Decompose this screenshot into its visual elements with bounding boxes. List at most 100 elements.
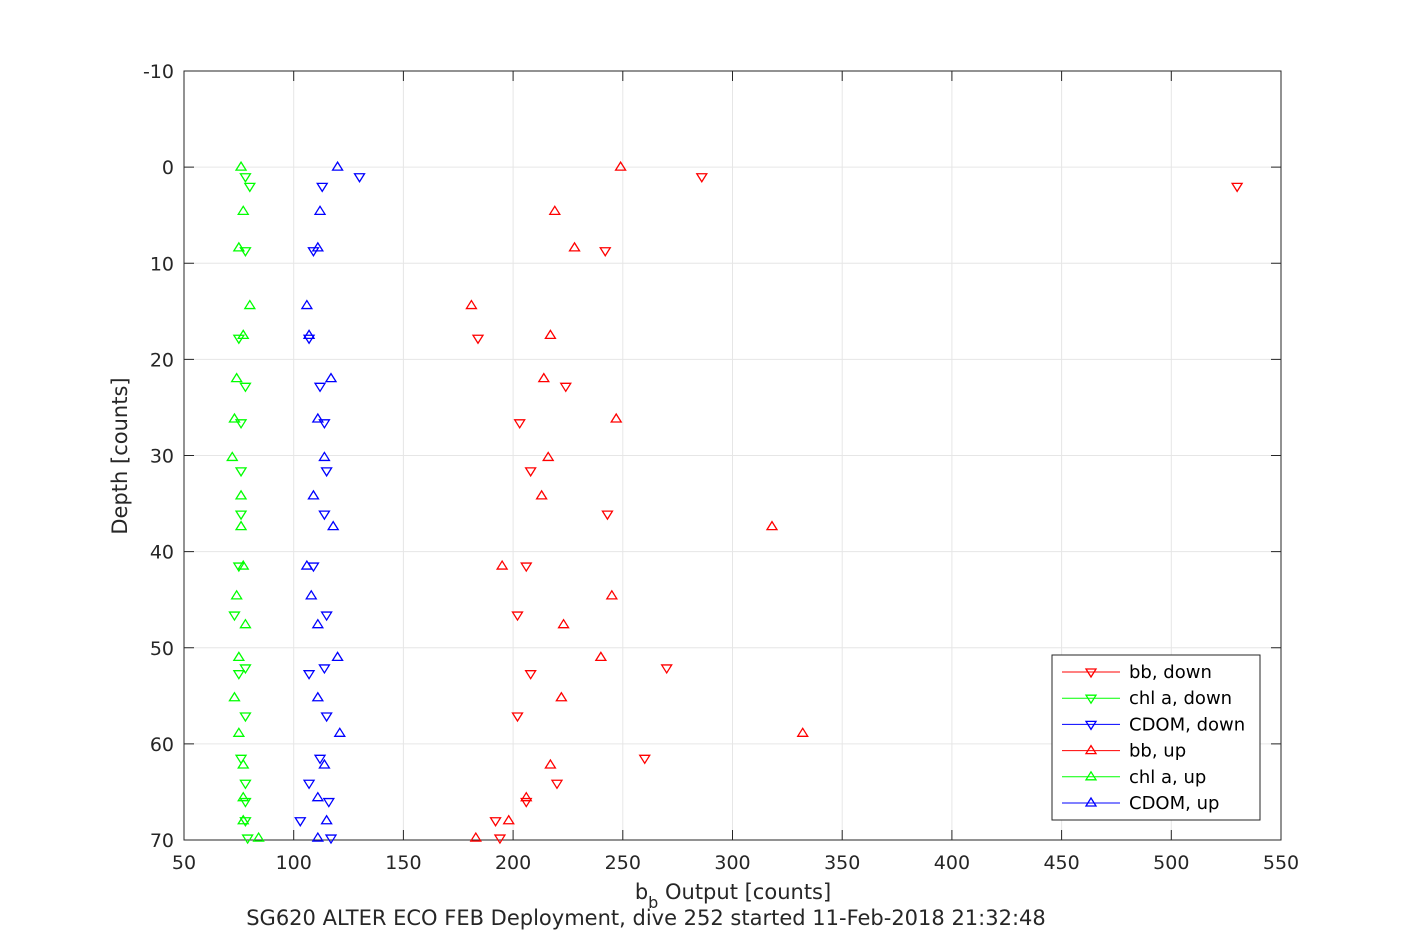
data-point: [234, 510, 248, 521]
data-point: [1230, 182, 1244, 193]
data-point: [234, 419, 248, 430]
legend-entry: CDOM, down: [1129, 714, 1245, 735]
legend-marker: [1084, 668, 1098, 679]
data-point: [305, 589, 318, 600]
x-tick-labels: 50 100 150 200 250 300 350 400 450 500 550: [172, 852, 1299, 874]
legend-entry: CDOM, up: [1129, 793, 1219, 814]
data-point: [548, 205, 561, 215]
legend-entry: chl a, down: [1129, 688, 1232, 709]
data-point: [232, 562, 246, 573]
legend: bb, down chl a, down CDOM, down bb, up chl a…: [1051, 654, 1261, 821]
y-tick-label: 60: [150, 734, 174, 756]
data-point: [300, 559, 314, 570]
series-0: [471, 173, 1244, 845]
data-point: [660, 664, 673, 675]
data-point: [239, 664, 252, 675]
x-tick-label: 400: [934, 852, 970, 874]
data-point: [557, 618, 570, 629]
series-5: [300, 160, 346, 842]
data-point: [239, 382, 252, 393]
data-point: [520, 797, 533, 808]
data-point: [520, 791, 533, 802]
data-point: [331, 651, 344, 662]
data-point: [594, 651, 608, 662]
x-tick-label: 500: [1153, 852, 1189, 874]
y-tick-label: 10: [150, 253, 174, 275]
x-tick-label: 250: [605, 852, 641, 874]
data-point: [239, 712, 252, 723]
data-point: [232, 651, 246, 662]
y-tick-label: 0: [162, 157, 174, 179]
series-3: [465, 160, 809, 842]
x-tick-label: 350: [824, 852, 860, 874]
data-point: [511, 611, 524, 622]
data-point: [471, 334, 485, 345]
data-point: [605, 589, 619, 600]
data-point: [502, 814, 515, 825]
y-tick-label: 70: [150, 830, 174, 852]
data-point: [555, 691, 568, 702]
data-point: [599, 247, 612, 257]
data-point: [228, 412, 241, 423]
data-point: [232, 334, 246, 345]
data-point: [237, 329, 250, 339]
data-point: [237, 205, 250, 215]
data-point: [610, 412, 623, 423]
data-point: [307, 489, 320, 500]
data-point: [313, 205, 327, 215]
data-point: [465, 299, 478, 310]
x-tick-label: 100: [276, 852, 312, 874]
data-point: [237, 559, 250, 570]
data-point: [559, 382, 572, 393]
data-point: [232, 241, 246, 252]
footer-caption: SG620 ALTER ECO FEB Deployment, dive 252…: [246, 906, 1046, 930]
data-point: [232, 670, 246, 680]
data-point: [318, 664, 331, 675]
data-point: [331, 160, 344, 171]
data-point: [302, 334, 316, 345]
data-point: [524, 670, 537, 680]
data-point: [489, 817, 502, 828]
data-point: [307, 247, 320, 257]
y-tick-label: -10: [143, 61, 174, 83]
legend-marker: [1084, 720, 1098, 731]
data-point: [469, 831, 482, 842]
legend-entry: chl a, up: [1129, 767, 1206, 788]
data-point: [226, 451, 239, 462]
data-point: [601, 510, 614, 521]
data-point: [294, 817, 307, 828]
data-point: [228, 611, 241, 622]
data-point: [243, 299, 256, 310]
data-point: [614, 160, 627, 171]
series-4: [226, 160, 265, 842]
data-point: [513, 419, 526, 430]
data-point: [568, 241, 581, 252]
data-point: [535, 489, 548, 500]
data-point: [537, 372, 550, 383]
data-points: [226, 160, 1244, 845]
data-point: [322, 797, 335, 808]
x-tick-label: 150: [385, 852, 421, 874]
data-point: [313, 382, 327, 393]
data-point: [234, 160, 248, 171]
data-point: [324, 834, 338, 845]
data-point: [228, 691, 241, 702]
data-point: [237, 814, 250, 825]
data-point: [320, 814, 333, 825]
data-point: [638, 754, 651, 765]
data-point: [232, 727, 246, 737]
legend-marker: [1084, 694, 1098, 705]
legend-marker: [1084, 744, 1098, 755]
data-point: [695, 173, 708, 183]
data-point: [320, 611, 333, 622]
legend-entry: bb, up: [1129, 741, 1186, 762]
data-point: [542, 451, 555, 462]
data-point: [318, 451, 331, 462]
data-point: [311, 691, 325, 702]
data-point: [237, 791, 250, 802]
legend-marker: [1084, 796, 1098, 807]
y-axis-label: Depth [counts]: [108, 377, 132, 534]
data-point: [311, 831, 325, 842]
y-tick-label: 50: [150, 638, 174, 660]
data-point: [243, 182, 256, 193]
